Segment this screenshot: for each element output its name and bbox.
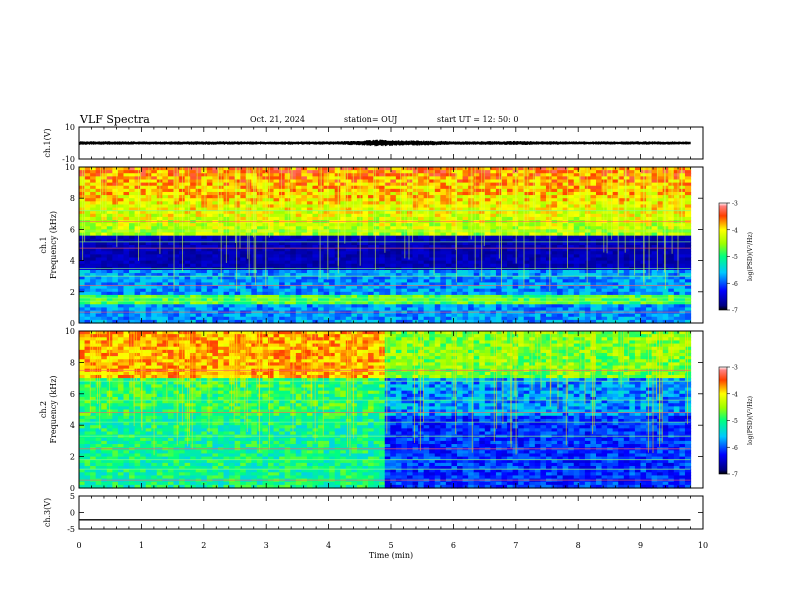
x-tick-label: 9 — [638, 541, 643, 550]
x-tick-label: 4 — [326, 541, 331, 550]
x-tick-label: 5 — [388, 541, 393, 550]
y-tick-label: 6 — [70, 390, 75, 399]
y-tick-label: -10 — [62, 155, 75, 164]
colorbar-tick-label: -4 — [732, 227, 738, 234]
y-tick-label: 10 — [65, 327, 75, 336]
colorbar-tick-label: -6 — [732, 445, 738, 452]
y-tick-label: 6 — [70, 225, 75, 234]
y-axis-label: ch.1(V) — [43, 128, 52, 157]
y-tick-label: 0 — [70, 319, 75, 328]
y-axis-label: ch.1 — [39, 236, 48, 253]
y-tick-label: 0 — [70, 509, 75, 518]
x-tick-label: 6 — [451, 541, 456, 550]
y-tick-label: 2 — [70, 453, 75, 462]
colorbar-tick-label: -7 — [732, 308, 738, 315]
x-tick-label: 8 — [576, 541, 581, 550]
axes-frames — [78, 126, 730, 530]
y-tick-label: 8 — [70, 194, 75, 203]
colorbar-label: log(PSD)(V²/Hz) — [747, 232, 754, 281]
ch1-waveform-trace — [78, 139, 691, 147]
y-tick-label: 4 — [70, 257, 75, 266]
plot-station: station= OUJ — [344, 115, 398, 124]
y-tick-label: 2 — [70, 288, 75, 297]
x-tick-label: 0 — [76, 541, 81, 550]
y-axis-label: ch.3(V) — [43, 498, 52, 527]
x-tick-label: 10 — [698, 541, 708, 550]
colorbar-tick-label: -7 — [732, 472, 738, 479]
x-axis-label: Time (min) — [369, 551, 413, 560]
y-tick-label: 10 — [65, 163, 75, 172]
x-tick-label: 1 — [139, 541, 144, 550]
y-axis-label: Frequency (kHz) — [49, 211, 58, 279]
ch1-waveform-line — [78, 139, 691, 147]
y-tick-label: 5 — [70, 492, 75, 501]
plot-date: Oct. 21, 2024 — [250, 115, 305, 124]
colorbar-tick-label: -3 — [732, 365, 738, 372]
y-tick-label: 10 — [65, 123, 75, 132]
y-tick-label: 0 — [70, 484, 75, 493]
colorbar-tick-label: -6 — [732, 281, 738, 288]
y-tick-label: 4 — [70, 421, 75, 430]
colorbar-label: log(PSD)(V²/Hz) — [747, 396, 754, 445]
ch1-spectrogram-image — [79, 167, 692, 324]
y-axis-label: Frequency (kHz) — [49, 375, 58, 443]
plot-start-time: start UT = 12: 50: 0 — [437, 115, 519, 124]
y-axis-label: ch.2 — [39, 401, 48, 418]
colorbar-tick-label: -3 — [732, 201, 738, 208]
x-tick-label: 7 — [513, 541, 518, 550]
colorbar — [718, 202, 728, 311]
x-tick-label: 2 — [201, 541, 206, 550]
colorbar — [718, 366, 728, 475]
ch2-spectrogram-image — [79, 331, 692, 489]
x-tick-label: 3 — [264, 541, 269, 550]
y-tick-label: -5 — [67, 525, 75, 534]
colorbar-tick-label: -5 — [732, 418, 738, 425]
colorbar-tick-label: -5 — [732, 254, 738, 261]
plot-title: VLF Spectra — [80, 113, 150, 126]
y-tick-label: 8 — [70, 358, 75, 367]
colorbar-tick-label: -4 — [732, 391, 738, 398]
